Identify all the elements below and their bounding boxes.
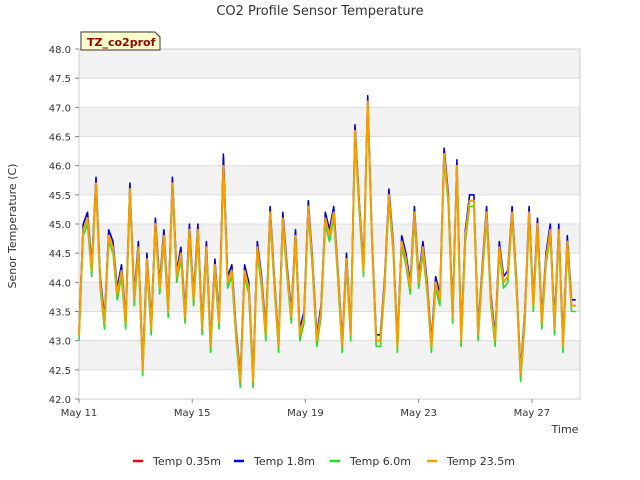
- y-tick-label: 45.0: [49, 220, 71, 231]
- station-label-box: TZ_co2prof: [80, 31, 161, 51]
- y-tick-label: 47.0: [49, 103, 71, 114]
- y-axis-label: Senor Temperature (C): [6, 164, 19, 289]
- background-bands: [79, 49, 580, 370]
- legend-item-4[interactable]: Temp 23.5m: [427, 455, 515, 468]
- y-tick-label: 42.0: [49, 395, 71, 406]
- y-tick-label: 44.0: [49, 278, 71, 289]
- y-tick-label: 43.5: [49, 308, 71, 319]
- chart-title: CO2 Profile Sensor Temperature: [216, 4, 423, 19]
- legend-label: Temp 6.0m: [349, 455, 411, 468]
- band: [79, 340, 580, 370]
- y-tick-label: 46.5: [49, 133, 71, 144]
- y-tick-label: 45.5: [49, 191, 71, 202]
- series-line-4: [78, 100, 576, 383]
- y-axis-ticks: 42.0 42.5 43.0 43.5 44.0 44.5 45.0 45.5 46.0 46.5…: [49, 45, 79, 406]
- legend-label: Temp 0.35m: [152, 455, 221, 468]
- legend-item-3[interactable]: Temp 6.0m: [330, 455, 411, 468]
- x-tick-label: May 27: [514, 408, 551, 419]
- legend-item-2[interactable]: Temp 1.8m: [234, 455, 315, 468]
- series-layer: [78, 94, 576, 389]
- y-tick-label: 43.0: [49, 337, 71, 348]
- y-tick-label: 44.5: [49, 249, 71, 260]
- y-tick-label: 46.0: [49, 162, 71, 173]
- x-axis-ticks: May 11 May 15 May 19 May 23 May 27: [61, 399, 550, 419]
- legend-item-1[interactable]: Temp 0.35m: [133, 455, 221, 468]
- x-tick-label: May 23: [400, 408, 437, 419]
- station-label: TZ_co2prof: [87, 36, 156, 49]
- x-tick-label: May 11: [61, 408, 98, 419]
- legend[interactable]: Temp 0.35m Temp 1.8m Temp 6.0m Temp 23.5m: [133, 455, 515, 468]
- legend-label: Temp 23.5m: [446, 455, 515, 468]
- x-axis-label: Time: [551, 423, 579, 436]
- band: [79, 165, 580, 195]
- x-tick-label: May 15: [174, 408, 211, 419]
- x-tick-label: May 19: [287, 408, 324, 419]
- y-tick-label: 47.5: [49, 74, 71, 85]
- legend-label: Temp 1.8m: [253, 455, 315, 468]
- band: [79, 49, 580, 79]
- y-tick-label: 42.5: [49, 366, 71, 377]
- band: [79, 107, 580, 137]
- y-tick-label: 48.0: [49, 45, 71, 56]
